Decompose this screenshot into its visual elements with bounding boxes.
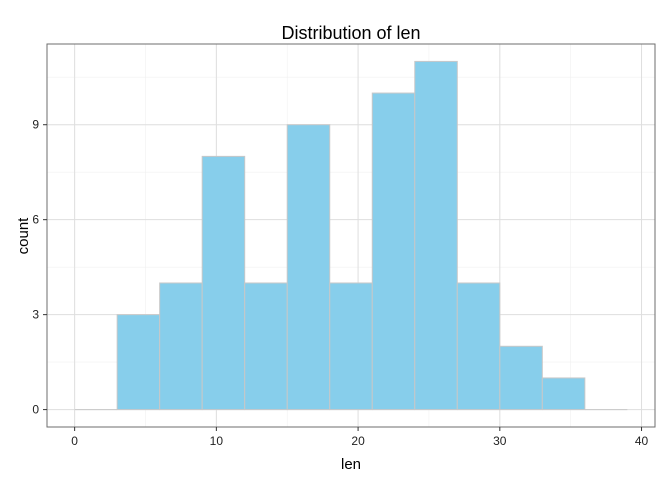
histogram-bar	[244, 282, 288, 411]
y-tick-label: 9	[32, 118, 39, 132]
histogram-bar	[541, 377, 586, 411]
axis-ticks	[43, 124, 643, 431]
y-tick-label: 6	[32, 213, 39, 227]
y-axis-title: count	[15, 217, 32, 255]
histogram-bar	[371, 92, 416, 411]
panel-border	[46, 43, 656, 428]
x-axis-tick-labels: 0 10 20 30 40	[71, 434, 648, 448]
histogram-bar	[456, 282, 501, 411]
histogram-bar	[499, 345, 543, 411]
histogram-bar	[116, 314, 161, 411]
x-tick-label: 10	[210, 434, 224, 448]
histogram-bar	[329, 282, 373, 411]
histogram-bar	[159, 282, 203, 411]
histogram-bar	[414, 60, 458, 411]
chart-title: Distribution of len	[281, 23, 420, 43]
histogram-bars	[74, 60, 628, 411]
y-axis-tick-labels: 0 3 6 9	[32, 118, 39, 417]
histogram-bar	[286, 124, 331, 411]
x-tick-label: 0	[71, 434, 78, 448]
y-tick-label: 3	[32, 308, 39, 322]
x-tick-label: 30	[493, 434, 507, 448]
y-tick-label: 0	[32, 403, 39, 417]
x-tick-label: 40	[635, 434, 649, 448]
histogram-bar	[201, 155, 246, 411]
x-axis-title: len	[341, 456, 361, 473]
x-tick-label: 20	[351, 434, 365, 448]
